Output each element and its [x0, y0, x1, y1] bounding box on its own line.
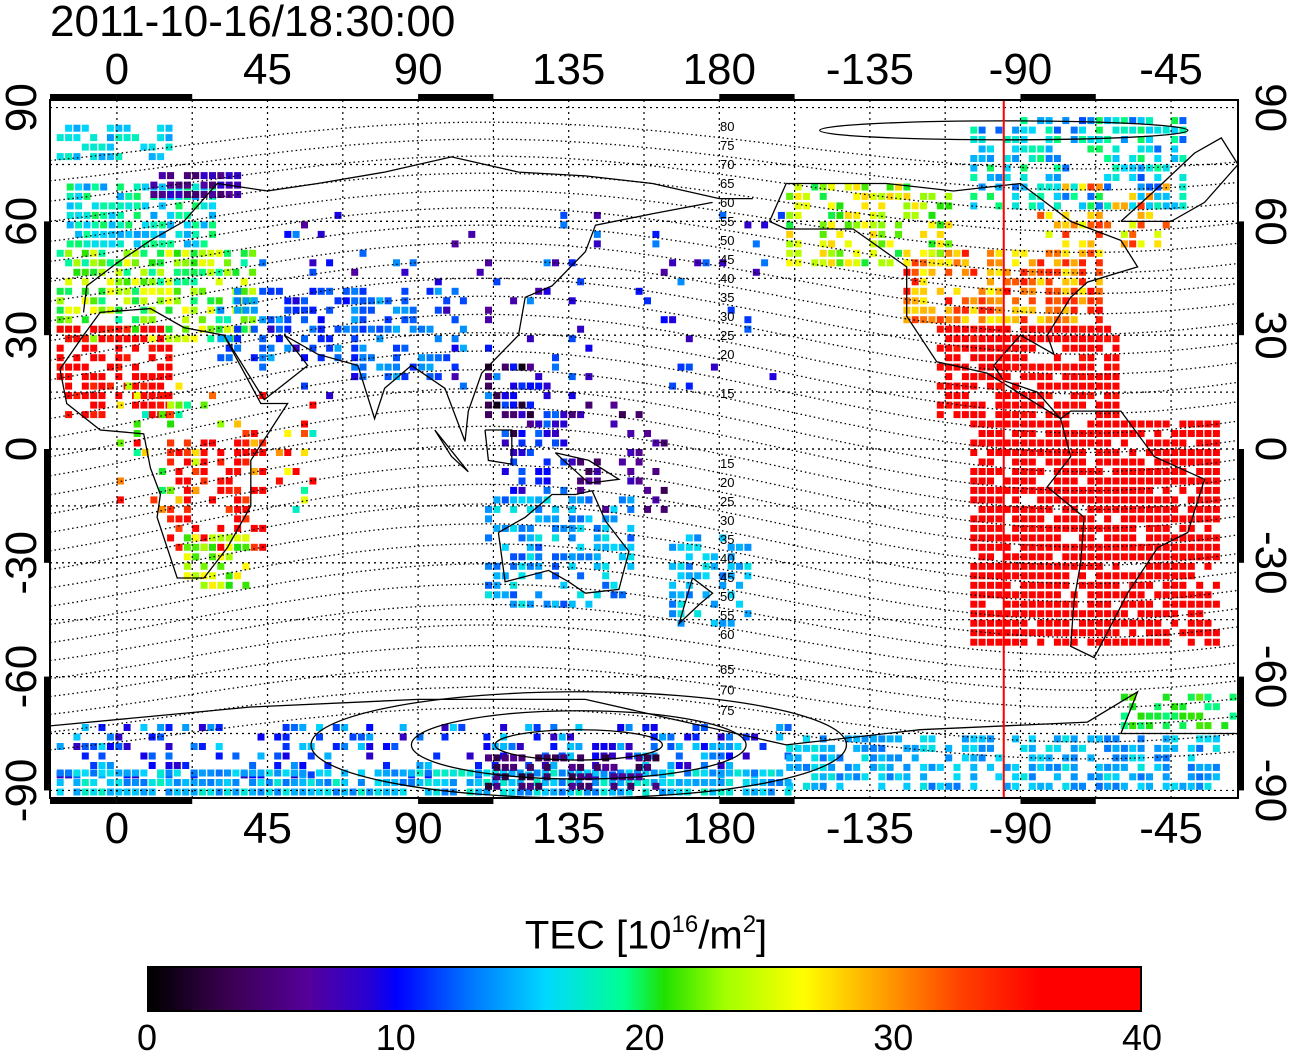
contour-label: 70: [720, 683, 734, 698]
lat-label-right: 90: [1246, 83, 1292, 132]
contour-label: 20: [720, 347, 734, 362]
lon-label-top: 0: [105, 45, 129, 94]
contour-label: 20: [720, 475, 734, 490]
contour-label: 60: [720, 627, 734, 642]
lon-label-bottom: -45: [1139, 804, 1203, 853]
contour-label: 65: [720, 176, 734, 191]
colorbar-gradient: [147, 966, 1142, 1012]
lon-label-bottom: 180: [683, 804, 756, 853]
lon-label-top: 180: [683, 45, 756, 94]
lat-label-right: 60: [1246, 197, 1292, 246]
contour-label: 40: [720, 271, 734, 286]
lat-label-left: -90: [0, 759, 46, 823]
lon-label-top: 90: [394, 45, 443, 94]
axis-labels: 0045459090135135180180-135-135-90-90-45-…: [0, 45, 1292, 853]
lon-label-top: -135: [826, 45, 914, 94]
lat-label-left: 90: [0, 83, 46, 132]
lon-label-bottom: -135: [826, 804, 914, 853]
lon-label-bottom: 90: [394, 804, 443, 853]
contour-label: 45: [720, 570, 734, 585]
contour-label: 60: [720, 195, 734, 210]
contour-label: 65: [720, 662, 734, 677]
contour-label: 15: [720, 456, 734, 471]
contour-label: 75: [720, 703, 734, 718]
lon-label-top: -90: [989, 45, 1053, 94]
contour-label: 75: [720, 138, 734, 153]
lat-label-left: 30: [0, 311, 46, 360]
lon-label-top: -45: [1139, 45, 1203, 94]
contour-label: 30: [720, 513, 734, 528]
contour-label: 35: [720, 290, 734, 305]
contour-label: 15: [720, 386, 734, 401]
colorbar-tick-label: 0: [136, 1017, 158, 1058]
coastlines: [50, 120, 1238, 798]
contour-label: 55: [720, 608, 734, 623]
colorbar-title: TEC [1016/m2]: [524, 911, 768, 958]
contour-label: 35: [720, 532, 734, 547]
colorbar-tick-label: 10: [375, 1017, 416, 1058]
lon-label-bottom: -90: [989, 804, 1053, 853]
tec-data-layer: [56, 117, 1237, 796]
contour-label: 25: [720, 328, 734, 343]
contour-label: 30: [720, 309, 734, 324]
lat-label-right: 0: [1246, 437, 1292, 461]
contour-label: 50: [720, 233, 734, 248]
map-timestamp-title: 2011-10-16/18:30:00: [50, 0, 456, 46]
contour-label: 70: [720, 157, 734, 172]
contour-label: 25: [720, 494, 734, 509]
lat-label-left: 0: [0, 437, 46, 461]
lat-label-right: -60: [1246, 645, 1292, 709]
contour-label: 45: [720, 252, 734, 267]
contour-label: 40: [720, 551, 734, 566]
lat-label-right: -90: [1246, 759, 1292, 823]
lon-label-bottom: 45: [243, 804, 292, 853]
lon-label-top: 45: [243, 45, 292, 94]
tec-world-map: 80 75 70 65 60 55 50 45 40 35 30 25 20 15 15 20 25 30 35 40…: [0, 45, 1292, 853]
colorbar-tick-label: 40: [1121, 1017, 1163, 1058]
lat-label-right: 30: [1246, 311, 1292, 360]
grid-lines: [50, 100, 1238, 798]
lat-label-left: -30: [0, 531, 46, 595]
colorbar-tick-label: 30: [873, 1017, 914, 1058]
frame-bars: [44, 94, 1244, 804]
lon-label-bottom: 135: [532, 804, 605, 853]
contour-label: 80: [720, 119, 734, 134]
colorbar-tick-label: 20: [624, 1017, 665, 1058]
lon-label-bottom: 0: [105, 804, 129, 853]
contour-label: 55: [720, 214, 734, 229]
lat-label-left: -60: [0, 645, 46, 709]
contour-label: 50: [720, 589, 734, 604]
lat-label-left: 60: [0, 197, 46, 246]
lon-label-top: 135: [532, 45, 605, 94]
contour-labels: 80 75 70 65 60 55 50 45 40 35 30 25 20 15 15 20 25 30 35 40…: [720, 119, 734, 718]
lat-label-right: -30: [1246, 531, 1292, 595]
